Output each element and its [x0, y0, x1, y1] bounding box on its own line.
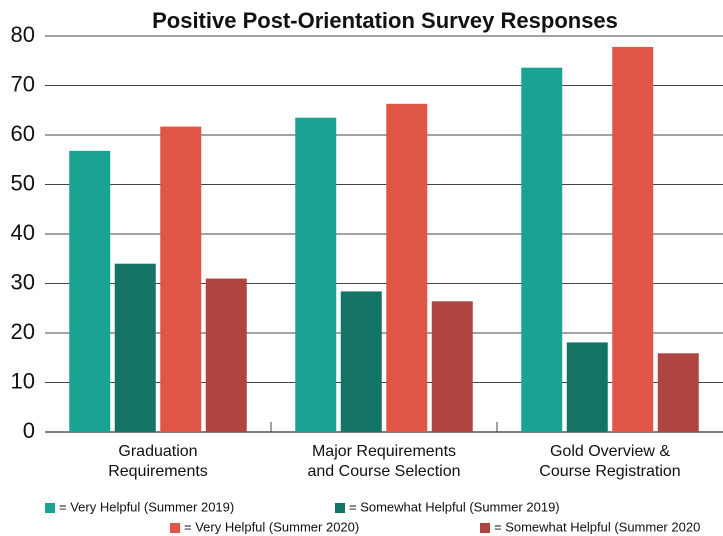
bar: [612, 46, 654, 432]
bar: [340, 291, 382, 432]
bar: [386, 103, 428, 432]
x-tick-label-line: and Course Selection: [308, 463, 461, 480]
x-tick-label-line: Graduation: [118, 443, 197, 460]
bar: [431, 301, 473, 432]
x-tick-label: Gold Overview & Course Registration: [539, 443, 680, 480]
y-tick-label: 70: [11, 71, 35, 96]
y-tick-label: 10: [11, 368, 35, 393]
bar: [114, 263, 156, 432]
x-tick-label-line: Gold Overview &: [550, 443, 670, 460]
legend-label: = Somewhat Helpful (Summer 2020: [494, 519, 700, 534]
y-tick-label: 50: [11, 170, 35, 195]
chart-title: Positive Post-Orientation Survey Respons…: [152, 8, 618, 33]
y-tick-label: 0: [23, 418, 35, 443]
legend-swatch: [170, 523, 180, 533]
bar: [205, 278, 247, 432]
bar: [566, 342, 608, 432]
bar: [69, 150, 111, 432]
legend-swatch: [45, 503, 55, 513]
legend-swatch: [480, 523, 490, 533]
bar: [521, 67, 563, 433]
y-tick-label: 20: [11, 319, 35, 344]
y-tick-label: 80: [11, 22, 35, 47]
y-tick-label: 40: [11, 220, 35, 245]
y-tick-label: 60: [11, 121, 35, 146]
legend-swatch: [335, 503, 345, 513]
x-tick-label-line: Major Requirements: [312, 443, 456, 460]
legend-label: = Very Helpful (Summer 2020): [184, 519, 359, 534]
x-tick-label-line: Requirements: [108, 463, 208, 480]
legend-label: = Very Helpful (Summer 2019): [59, 499, 234, 514]
y-tick-label: 30: [11, 269, 35, 294]
bar: [295, 117, 337, 433]
legend-label: = Somewhat Helpful (Summer 2019): [349, 499, 560, 514]
bar: [657, 353, 699, 432]
x-tick-label: Graduation Requirements: [108, 443, 208, 480]
bar: [160, 126, 202, 433]
x-tick-label: Major Requirements and Course Selection: [308, 443, 461, 480]
x-tick-label-line: Course Registration: [539, 463, 680, 480]
